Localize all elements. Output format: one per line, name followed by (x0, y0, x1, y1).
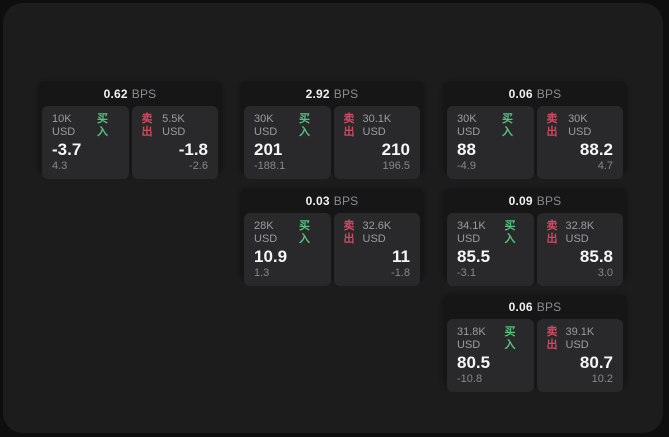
card-header: 2.92 BPS (240, 81, 424, 106)
sell-label: 卖出 (141, 113, 153, 138)
buy-sell-panels: 10K USD 买入 -3.7 4.3 卖出 5.5K USD -1.8 -2.… (42, 106, 218, 179)
sell-panel[interactable]: 卖出 39.1K USD 80.7 10.2 (536, 319, 623, 392)
spread-value: 2.92 (305, 86, 330, 101)
sell-delta: -1.8 (391, 267, 410, 279)
sell-amount: 30.1K USD (362, 113, 392, 138)
spread-unit: BPS (333, 193, 359, 208)
buy-sell-panels: 28K USD 买入 10.9 1.3 卖出 32.6K USD 11 -1.8 (244, 213, 420, 286)
buy-amount: 30K USD (457, 113, 481, 138)
sell-amount: 30K USD (568, 113, 592, 138)
buy-price: 10.9 (254, 247, 288, 266)
buy-sell-panels: 30K USD 买入 88 -4.9 卖出 30K USD 88.2 4.7 (447, 106, 623, 179)
sell-delta: 3.0 (597, 267, 613, 279)
quote-card: 0.06 BPS 30K USD 买入 88 -4.9 卖出 30K USD 8… (443, 81, 627, 179)
sell-label: 卖出 (546, 113, 558, 138)
spread-unit: BPS (536, 299, 562, 314)
card-header: 0.03 BPS (240, 188, 424, 213)
spread-unit: BPS (333, 86, 359, 101)
buy-price: 80.5 (457, 353, 491, 372)
sell-panel[interactable]: 卖出 5.5K USD -1.8 -2.6 (131, 106, 218, 179)
spread-value: 0.62 (103, 86, 128, 101)
buy-amount: 10K USD (52, 113, 76, 138)
buy-delta: -188.1 (254, 160, 286, 172)
buy-sell-panels: 30K USD 买入 201 -188.1 卖出 30.1K USD 210 1… (244, 106, 420, 179)
card-header: 0.62 BPS (38, 81, 222, 106)
sell-delta: 196.5 (382, 160, 410, 172)
quote-card: 2.92 BPS 30K USD 买入 201 -188.1 卖出 30.1K … (240, 81, 424, 179)
buy-sell-panels: 31.8K USD 买入 80.5 -10.8 卖出 39.1K USD 80.… (447, 319, 623, 392)
sell-label: 卖出 (546, 326, 558, 351)
buy-panel[interactable]: 31.8K USD 买入 80.5 -10.8 (447, 319, 534, 392)
buy-amount: 34.1K USD (457, 220, 486, 245)
spread-value: 0.06 (508, 299, 533, 314)
buy-price: 201 (254, 140, 283, 159)
sell-delta: 10.2 (591, 373, 613, 385)
buy-amount: 28K USD (254, 220, 278, 245)
sell-amount: 32.6K USD (362, 220, 392, 245)
buy-label: 买入 (504, 220, 516, 245)
quote-card: 0.03 BPS 28K USD 买入 10.9 1.3 卖出 32.6K US… (240, 188, 424, 286)
sell-panel[interactable]: 卖出 30K USD 88.2 4.7 (536, 106, 623, 179)
spread-unit: BPS (536, 86, 562, 101)
sell-price: 85.8 (579, 247, 613, 266)
sell-price: -1.8 (178, 140, 208, 159)
quote-card: 0.09 BPS 34.1K USD 买入 85.5 -3.1 卖出 32.8K… (443, 188, 627, 286)
card-header: 0.06 BPS (443, 81, 627, 106)
buy-panel[interactable]: 30K USD 买入 201 -188.1 (244, 106, 331, 179)
buy-label: 买入 (96, 113, 108, 138)
spread-unit: BPS (536, 193, 562, 208)
sell-panel[interactable]: 卖出 30.1K USD 210 196.5 (333, 106, 420, 179)
buy-delta: -10.8 (457, 373, 483, 385)
sell-label: 卖出 (546, 220, 558, 245)
sell-price: 88.2 (579, 140, 613, 159)
buy-sell-panels: 34.1K USD 买入 85.5 -3.1 卖出 32.8K USD 85.8… (447, 213, 623, 286)
sell-panel[interactable]: 卖出 32.8K USD 85.8 3.0 (536, 213, 623, 286)
buy-panel[interactable]: 30K USD 买入 88 -4.9 (447, 106, 534, 179)
buy-panel[interactable]: 28K USD 买入 10.9 1.3 (244, 213, 331, 286)
buy-panel[interactable]: 34.1K USD 买入 85.5 -3.1 (447, 213, 534, 286)
card-header: 0.06 BPS (443, 294, 627, 319)
sell-label: 卖出 (343, 220, 355, 245)
buy-price: 85.5 (457, 247, 491, 266)
sell-label: 卖出 (343, 113, 355, 138)
buy-amount: 30K USD (254, 113, 278, 138)
quote-card: 0.06 BPS 31.8K USD 买入 80.5 -10.8 卖出 39.1… (443, 294, 627, 392)
sell-amount: 39.1K USD (565, 326, 595, 351)
sell-delta: -2.6 (189, 160, 208, 172)
buy-label: 买入 (504, 326, 516, 351)
spread-value: 0.06 (508, 86, 533, 101)
buy-price: -3.7 (52, 140, 82, 159)
spread-value: 0.09 (508, 193, 533, 208)
quotes-dashboard-panel: 0.62 BPS 10K USD 买入 -3.7 4.3 卖出 5.5K USD… (3, 3, 663, 433)
buy-panel[interactable]: 10K USD 买入 -3.7 4.3 (42, 106, 129, 179)
buy-delta: -3.1 (457, 267, 476, 279)
sell-price: 11 (392, 247, 410, 266)
buy-label: 买入 (298, 113, 310, 138)
card-header: 0.09 BPS (443, 188, 627, 213)
spread-unit: BPS (131, 86, 157, 101)
sell-price: 80.7 (579, 353, 613, 372)
buy-delta: 4.3 (52, 160, 68, 172)
quote-card: 0.62 BPS 10K USD 买入 -3.7 4.3 卖出 5.5K USD… (38, 81, 222, 179)
sell-amount: 5.5K USD (162, 113, 186, 138)
sell-amount: 32.8K USD (565, 220, 595, 245)
sell-panel[interactable]: 卖出 32.6K USD 11 -1.8 (333, 213, 420, 286)
buy-delta: -4.9 (457, 160, 476, 172)
buy-price: 88 (457, 140, 476, 159)
sell-price: 210 (381, 140, 410, 159)
buy-label: 买入 (501, 113, 513, 138)
buy-amount: 31.8K USD (457, 326, 486, 351)
sell-delta: 4.7 (597, 160, 613, 172)
buy-delta: 1.3 (254, 267, 270, 279)
spread-value: 0.03 (305, 193, 330, 208)
buy-label: 买入 (298, 220, 310, 245)
